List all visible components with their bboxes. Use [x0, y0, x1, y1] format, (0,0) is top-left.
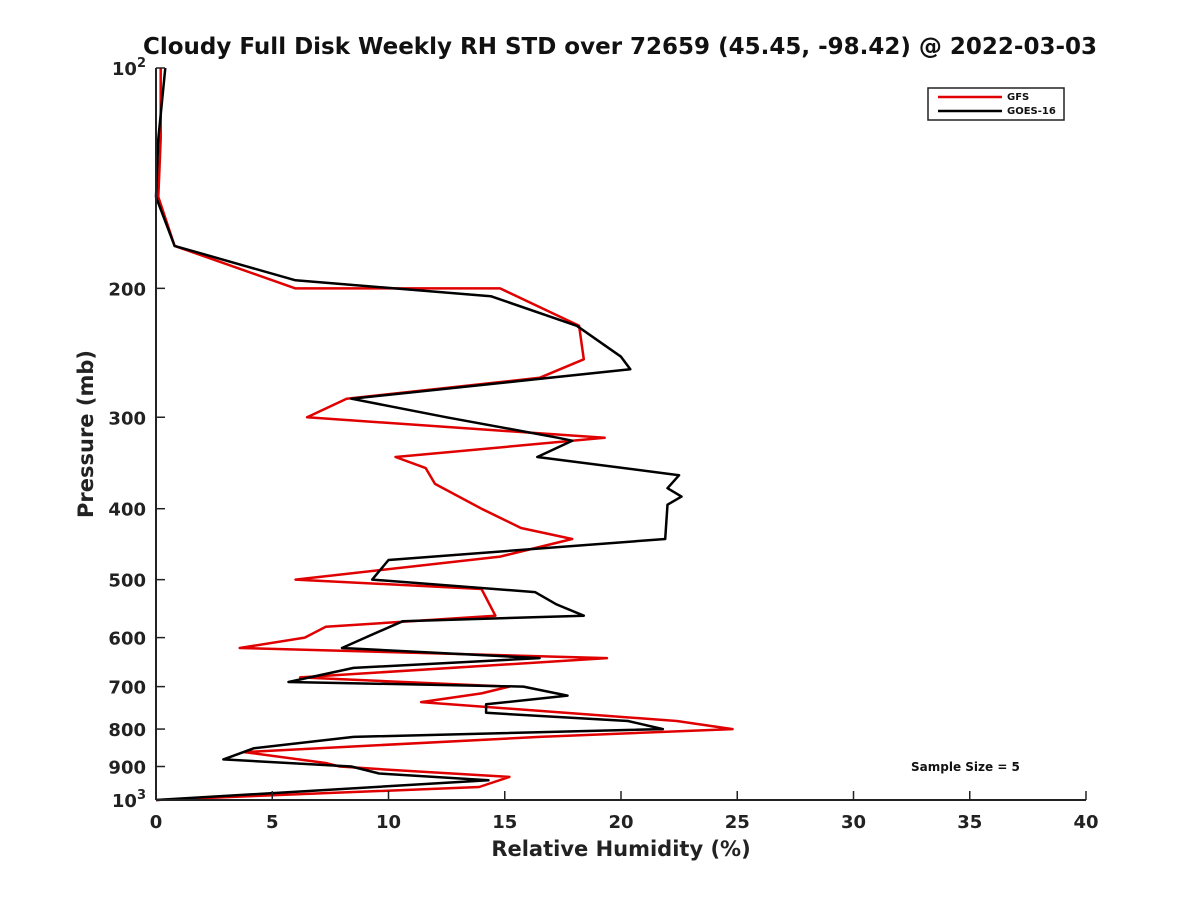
y-tick-label: 800	[108, 720, 146, 741]
y-tick-label: 400	[108, 500, 146, 521]
legend-label-goes16: GOES-16	[1007, 106, 1056, 117]
x-tick-label: 10	[376, 812, 401, 833]
y-tick-label: 300	[108, 408, 146, 429]
y-tick-label: 200	[108, 279, 146, 300]
y-tick-label: 900	[108, 758, 146, 779]
x-tick-label: 30	[841, 812, 866, 833]
x-ticks: 0 5 10 15 20 25 30 35 40	[150, 791, 1099, 833]
y-tick-label: 103	[112, 788, 146, 812]
sample-size-annotation: Sample Size = 5	[911, 760, 1020, 774]
y-ticks: 102 200 300 400 500 600 700 800 900 103	[108, 56, 165, 812]
x-tick-label: 40	[1073, 812, 1098, 833]
plot-area: 0 5 10 15 20 25 30 35 40 102 200 300 400 500 600 700 80…	[108, 56, 1098, 833]
y-tick-label: 500	[108, 571, 146, 592]
x-tick-label: 0	[150, 812, 163, 833]
x-tick-label: 15	[492, 812, 517, 833]
x-tick-label: 35	[957, 812, 982, 833]
x-tick-label: 5	[266, 812, 279, 833]
legend-label-gfs: GFS	[1007, 92, 1029, 103]
series-layer	[154, 67, 734, 802]
x-tick-label: 20	[608, 812, 633, 833]
y-tick-label: 600	[108, 629, 146, 650]
y-axis-label: Pressure (mb)	[74, 350, 98, 518]
y-tick-label: 700	[108, 678, 146, 699]
series-line-gfs	[155, 68, 734, 802]
chart-title: Cloudy Full Disk Weekly RH STD over 7265…	[143, 34, 1097, 60]
legend: GFS GOES-16	[927, 87, 1065, 121]
series-line-goes16	[154, 67, 683, 802]
y-tick-label: 102	[112, 56, 146, 80]
legend-box	[927, 87, 1065, 121]
x-axis-label: Relative Humidity (%)	[491, 837, 750, 861]
x-tick-label: 25	[725, 812, 750, 833]
